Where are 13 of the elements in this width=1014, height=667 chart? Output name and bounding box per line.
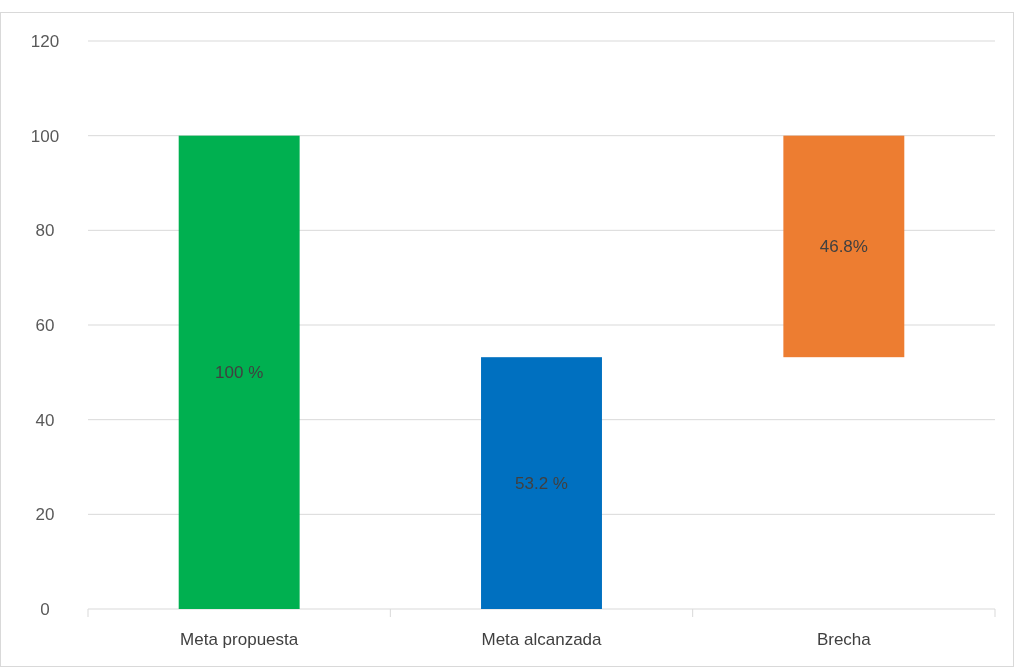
y-tick-label: 100 (30, 126, 60, 146)
y-tick-label: 20 (35, 505, 55, 525)
x-tick-label: Meta propuesta (180, 630, 299, 649)
x-tick-label: Meta alcanzada (481, 630, 603, 649)
data-label: 53.2 % (515, 474, 568, 494)
data-label: 100 % (215, 363, 264, 383)
x-tick-label: Brecha (816, 630, 872, 649)
y-tick-label: 0 (40, 600, 50, 619)
data-label: 46.8% (819, 237, 868, 257)
y-tick-label: 80 (35, 221, 55, 241)
y-tick-label: 120 (30, 32, 60, 51)
y-tick-label: 60 (35, 316, 55, 335)
y-tick-label: 40 (35, 410, 55, 430)
